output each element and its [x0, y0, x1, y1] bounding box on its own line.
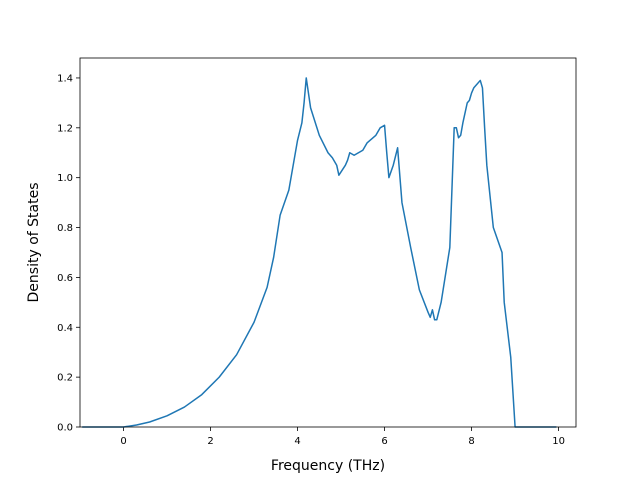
y-tick-label: 1.2: [57, 123, 73, 134]
x-axis-label: Frequency (THz): [271, 458, 385, 474]
y-tick-label: 1.0: [57, 173, 73, 184]
y-axis-label: Density of States: [26, 183, 42, 303]
y-tick-label: 1.4: [57, 73, 73, 84]
y-axis-ticks: 0.0 0.2 0.4 0.6 0.8 1.0 1.2 1.4: [57, 73, 80, 434]
x-tick-label: 10: [552, 436, 565, 447]
y-tick-label: 0.6: [57, 273, 73, 284]
x-tick-label: 2: [207, 436, 213, 447]
dos-series-line: [82, 77, 557, 428]
y-tick-label: 0.8: [57, 223, 73, 234]
x-axis-ticks: 0 2 4 6 8 10: [120, 427, 565, 447]
y-tick-label: 0.2: [57, 373, 73, 384]
plot-frame: [79, 57, 577, 428]
x-tick-label: 8: [468, 436, 474, 447]
y-tick-label: 0.4: [57, 323, 73, 334]
x-tick-label: 4: [294, 436, 300, 447]
x-tick-label: 6: [381, 436, 387, 447]
x-tick-label: 0: [120, 436, 126, 447]
y-tick-label: 0.0: [57, 423, 73, 434]
